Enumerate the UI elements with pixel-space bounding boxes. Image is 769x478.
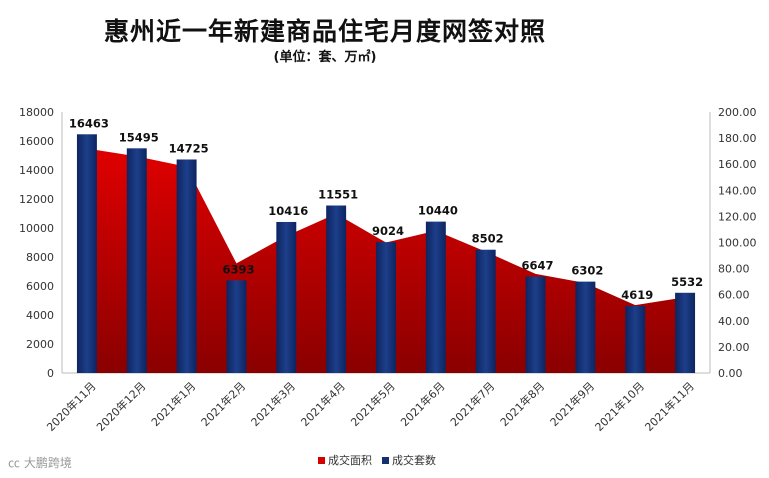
bar-12 <box>675 292 696 373</box>
legend-swatch-area <box>318 456 325 464</box>
right-tick-label: 0.00 <box>718 367 743 380</box>
x-tick-label: 2021年11月 <box>642 379 697 434</box>
data-label-4: 10416 <box>268 204 308 218</box>
bar-10 <box>575 281 596 373</box>
x-tick-label: 2021年7月 <box>447 379 497 429</box>
bar-1 <box>126 148 147 373</box>
legend-label-area: 成交面积 <box>328 454 372 467</box>
right-tick-label: 40.00 <box>718 315 750 328</box>
bar-9 <box>525 276 546 373</box>
chart-subtitle: (单位：套、万㎡) <box>273 50 377 65</box>
legend-label-bar: 成交套数 <box>392 454 436 467</box>
bar-7 <box>425 221 446 373</box>
x-tick-label: 2021年9月 <box>547 379 597 429</box>
data-label-9: 6647 <box>522 259 554 273</box>
left-tick-label: 4000 <box>26 309 54 322</box>
right-tick-label: 120.00 <box>718 210 757 223</box>
legend-item-area: 成交面积 <box>318 452 372 468</box>
x-tick-label: 2021年2月 <box>198 379 248 429</box>
bar-0 <box>76 134 97 373</box>
x-tick-label: 2021年8月 <box>497 379 547 429</box>
x-tick-label: 2021年5月 <box>348 379 398 429</box>
right-tick-label: 200.00 <box>718 106 757 119</box>
bar-3 <box>226 280 247 373</box>
right-tick-label: 80.00 <box>718 263 750 276</box>
legend-swatch-bar <box>382 456 389 464</box>
x-tick-label: 2021年1月 <box>148 379 198 429</box>
bar-5 <box>326 205 347 373</box>
left-tick-label: 0 <box>47 367 54 380</box>
left-tick-label: 2000 <box>26 338 54 351</box>
bar-6 <box>376 242 396 373</box>
data-label-10: 6302 <box>571 264 603 278</box>
left-tick-label: 6000 <box>26 280 54 293</box>
right-tick-label: 140.00 <box>718 184 757 197</box>
x-tick-label: 2021年3月 <box>248 379 298 429</box>
right-tick-label: 60.00 <box>718 289 750 302</box>
left-tick-label: 18000 <box>19 106 54 119</box>
data-label-3: 6393 <box>222 262 254 276</box>
x-tick-label: 2021年6月 <box>397 379 447 429</box>
chart-title: 惠州近一年新建商品住宅月度网签对照 <box>103 17 546 46</box>
right-tick-label: 20.00 <box>718 341 750 354</box>
legend-item-bar: 成交套数 <box>382 452 436 468</box>
x-tick-label: 2020年11月 <box>44 379 99 434</box>
data-label-5: 11551 <box>318 188 358 202</box>
right-tick-label: 180.00 <box>718 132 757 145</box>
x-tick-label: 2020年12月 <box>93 379 148 434</box>
right-tick-label: 100.00 <box>718 237 757 250</box>
bar-8 <box>475 249 496 373</box>
bar-11 <box>625 306 646 373</box>
data-label-12: 5532 <box>671 275 703 289</box>
data-label-11: 4619 <box>621 288 653 302</box>
left-tick-label: 8000 <box>26 251 54 264</box>
data-label-1: 15495 <box>119 130 159 144</box>
right-tick-label: 160.00 <box>718 158 757 171</box>
data-label-0: 16463 <box>69 116 109 130</box>
left-tick-label: 10000 <box>19 222 54 235</box>
legend: 成交面积 成交套数 <box>318 452 436 468</box>
bar-4 <box>276 221 297 373</box>
left-tick-label: 14000 <box>19 164 54 177</box>
x-tick-label: 2021年4月 <box>298 379 348 429</box>
data-label-2: 14725 <box>169 141 209 155</box>
source-watermark: ㏄ 大鹏跨境 <box>8 456 72 470</box>
data-label-8: 8502 <box>472 232 504 246</box>
data-label-7: 10440 <box>418 204 458 218</box>
x-tick-label: 2021年10月 <box>592 379 647 434</box>
left-tick-label: 16000 <box>19 135 54 148</box>
bar-2 <box>176 159 197 373</box>
data-label-6: 9024 <box>372 224 404 238</box>
left-tick-label: 12000 <box>19 193 54 206</box>
